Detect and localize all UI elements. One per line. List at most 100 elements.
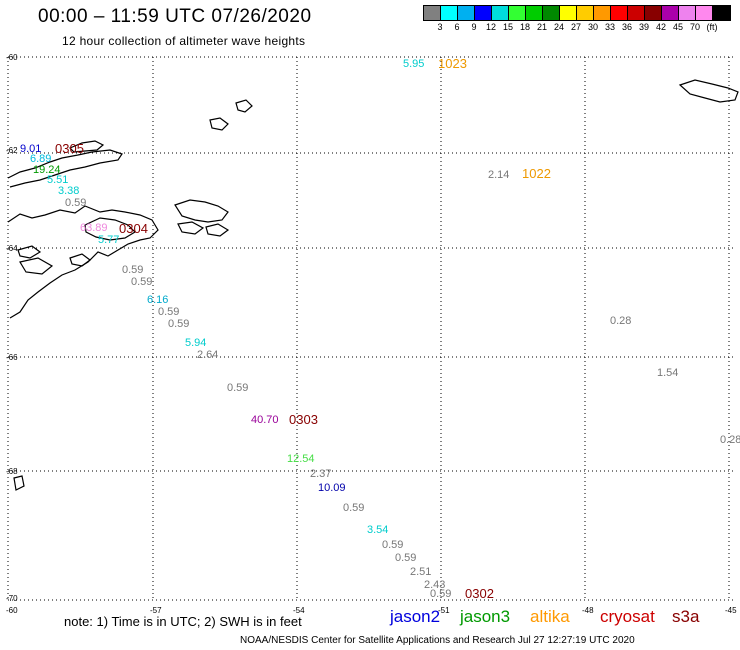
color-swatch (662, 6, 679, 20)
pass-time-label: 1022 (522, 166, 551, 181)
axis-labels: -60 -62 -64 -66 -68 -70 -60 -57 -54 -51 -48 -45 (6, 53, 737, 615)
wave-height-observations: 5.959.016.8919.245.513.380.5963.895.770.… (20, 58, 740, 600)
wave-height-value: 0.59 (158, 306, 179, 318)
note-text: note: 1) Time is in UTC; 2) SWH is in fe… (64, 614, 302, 629)
wave-height-value: 2.51 (410, 566, 431, 578)
wave-height-value: 1.54 (657, 367, 678, 379)
wave-height-value: 9.01 (20, 143, 41, 155)
wave-height-value: 10.09 (318, 482, 346, 494)
latitude-label: -66 (6, 353, 18, 362)
latitude-label: -60 (6, 53, 18, 62)
longitude-label: -48 (582, 606, 594, 615)
map-title: 00:00 – 11:59 UTC 07/26/2020 (38, 6, 312, 27)
wave-height-value: 6.16 (147, 294, 168, 306)
wave-height-value: 5.94 (185, 337, 206, 349)
credit-line: NOAA/NESDIS Center for Satellite Applica… (240, 635, 635, 646)
coastline-island-j (69, 253, 91, 267)
color-scale-label: 70 (689, 22, 701, 32)
coastline-island-b (84, 217, 136, 241)
wave-height-value: 3.54 (367, 524, 388, 536)
wave-height-value: 6.89 (30, 153, 51, 165)
color-swatch (594, 6, 611, 20)
wave-height-value: 0.28 (610, 315, 631, 327)
color-swatch (679, 6, 696, 20)
wave-height-value: 0.59 (227, 382, 248, 394)
color-swatch (645, 6, 662, 20)
color-swatch (526, 6, 543, 20)
color-scale-label: 18 (519, 22, 531, 32)
wave-height-value: 3.38 (58, 185, 79, 197)
wave-height-value: 0.59 (131, 276, 152, 288)
color-swatch (560, 6, 577, 20)
color-scale-label: 6 (454, 22, 460, 32)
map-subtitle: 12 hour collection of altimeter wave hei… (62, 34, 306, 48)
wave-height-value: 0.59 (122, 264, 143, 276)
latitude-label: -70 (6, 594, 18, 603)
color-scale-label: 45 (672, 22, 684, 32)
longitude-label: -60 (6, 606, 18, 615)
longitude-label: -57 (150, 606, 162, 615)
coastline-island-e (205, 223, 230, 237)
coastline (7, 79, 739, 491)
wave-height-value: 63.89 (80, 222, 108, 234)
wave-height-value: 5.77 (98, 234, 119, 246)
coastline-island-c (174, 199, 229, 223)
wave-height-value: 40.70 (251, 414, 279, 426)
color-scale-label: 27 (570, 22, 582, 32)
legend-entry-altika: altika (530, 607, 570, 626)
color-scale-label: 21 (536, 22, 548, 32)
color-swatch (458, 6, 475, 20)
coastline-island-d (177, 221, 205, 235)
color-swatch (543, 6, 560, 20)
coastline-south-shetland (7, 149, 123, 188)
color-scale-label: 24 (553, 22, 565, 32)
coastline-island-i (19, 257, 54, 275)
legend-entry-jason2: jason2 (390, 607, 441, 626)
pass-time-stamps: 1023 0305 0304 1022 0303 0302 (55, 56, 551, 601)
longitude-label: -54 (293, 606, 305, 615)
color-scale-label: 33 (604, 22, 616, 32)
color-scale-label: 9 (471, 22, 477, 32)
latitude-label: -68 (6, 467, 18, 476)
color-scale-label: 15 (502, 22, 514, 32)
color-scale-label: 12 (485, 22, 497, 32)
color-swatch (628, 6, 645, 20)
color-swatch (611, 6, 628, 20)
wave-height-value: 0.59 (65, 197, 86, 209)
longitude-label: -51 (438, 606, 450, 615)
legend-entry-jason3: jason3 (460, 607, 511, 626)
color-scale-label: 30 (587, 22, 599, 32)
color-swatch (696, 6, 713, 20)
color-swatch (475, 6, 492, 20)
color-swatch (424, 6, 441, 20)
coastline-island-l (13, 475, 25, 491)
wave-height-value: 2.37 (310, 468, 331, 480)
color-scale-label: 3 (437, 22, 443, 32)
lat-lon-grid (7, 56, 735, 601)
color-scale-label: 39 (638, 22, 650, 32)
color-swatch (713, 6, 730, 20)
wave-height-value: 2.43 (424, 579, 445, 591)
wave-height-value: 2.14 (488, 169, 509, 181)
wave-height-value: 5.51 (47, 174, 68, 186)
color-swatch (577, 6, 594, 20)
color-swatch (509, 6, 526, 20)
color-swatch (441, 6, 458, 20)
pass-time-label: 0304 (119, 221, 148, 236)
pass-time-label: 0302 (465, 586, 494, 601)
wave-height-value: 0.59 (343, 502, 364, 514)
latitude-label: -64 (6, 244, 18, 253)
wave-height-value: 0.59 (395, 552, 416, 564)
coastline-island-h (17, 245, 42, 259)
wave-height-value: 5.95 (403, 58, 424, 70)
wave-height-value: 19.24 (33, 164, 61, 176)
coastline-island-a (68, 140, 105, 153)
legend-entry-cryosat: cryosat (600, 607, 655, 626)
pass-time-label: 0305 (55, 141, 84, 156)
legend-entry-s3a: s3a (672, 607, 700, 626)
wave-height-value: 2.64 (197, 349, 218, 361)
coastline-peninsula (7, 205, 159, 319)
pass-time-label: 1023 (438, 56, 467, 71)
color-scale-bar (423, 5, 731, 21)
